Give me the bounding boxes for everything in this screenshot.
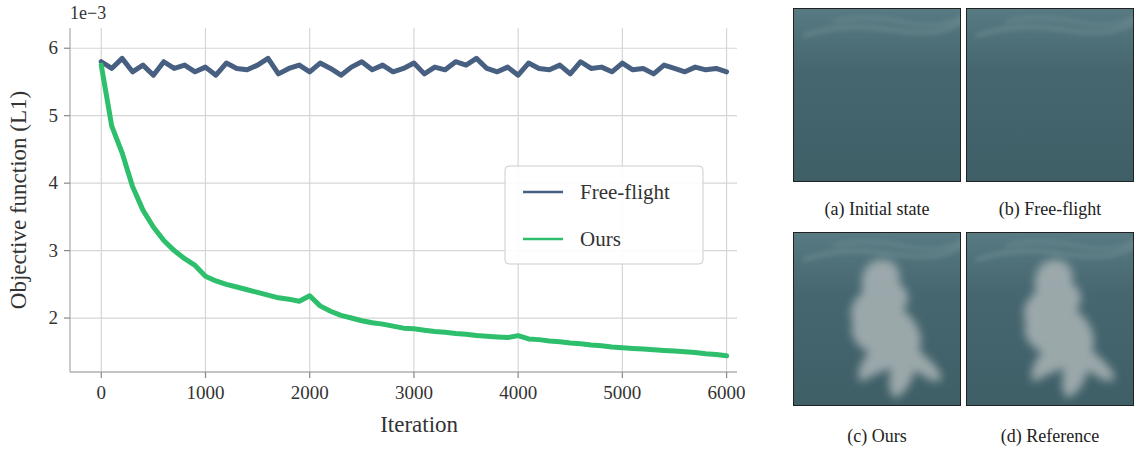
x-tick-label: 2000 (291, 382, 329, 403)
x-tick-label: 3000 (395, 382, 433, 403)
legend-box (505, 166, 703, 264)
y-axis-line (69, 28, 70, 372)
image-panel (793, 8, 963, 182)
image-panel (793, 232, 963, 406)
y-grid-line (70, 115, 737, 116)
axis-multiplier: 1e−3 (70, 3, 106, 23)
x-tick (518, 372, 519, 378)
panel-caption: (b) Free-flight (999, 199, 1101, 220)
series-line (101, 65, 726, 356)
x-tick (205, 372, 206, 378)
x-tick-label: 4000 (499, 382, 537, 403)
y-grid-line (70, 317, 737, 318)
y-tick-label: 4 (49, 172, 59, 193)
panel-caption: (d) Reference (1001, 426, 1099, 447)
panel-caption: (c) Ours (847, 426, 906, 447)
legend-label: Free-flight (580, 180, 670, 204)
y-tick-label: 6 (49, 37, 59, 58)
x-tick (726, 372, 727, 378)
figure: 0 1000 2000 3000 4000 5000 6000 2 3 4 5 6 Iteration O… (0, 0, 1136, 460)
series-line (101, 58, 726, 75)
legend: Free-flight Ours (505, 166, 703, 264)
image-background (966, 8, 1134, 182)
y-tick-label: 5 (49, 105, 59, 126)
x-grid-line (309, 28, 310, 372)
y-grid-line (70, 48, 737, 49)
y-tick (64, 183, 70, 184)
panel-caption: (a) Initial state (825, 199, 930, 220)
x-axis-title: Iteration (380, 412, 458, 437)
x-tick-label: 5000 (603, 382, 641, 403)
image-panel (966, 8, 1136, 182)
x-tick-label: 6000 (708, 382, 746, 403)
y-tick-label: 3 (49, 240, 59, 261)
legend-label: Ours (580, 227, 621, 251)
x-tick-label: 0 (97, 382, 107, 403)
x-grid-line (413, 28, 414, 372)
x-tick (622, 372, 623, 378)
y-axis-title: Objective function (L1) (6, 91, 31, 309)
image-panel (966, 232, 1136, 406)
image-frame (967, 9, 1134, 182)
y-tick (64, 250, 70, 251)
x-grid-line (205, 28, 206, 372)
x-tick (413, 372, 414, 378)
y-tick (64, 48, 70, 49)
x-tick-label: 1000 (186, 382, 224, 403)
image-background (793, 232, 961, 406)
image-background (793, 8, 961, 182)
y-tick-label: 2 (49, 307, 59, 328)
image-frame (794, 9, 961, 182)
legend-swatch (523, 238, 563, 241)
image-frame (794, 233, 961, 406)
x-axis-line (70, 371, 737, 372)
smoke-blob (851, 260, 941, 398)
image-frame (967, 233, 1134, 406)
grid (70, 28, 737, 372)
x-tick (101, 372, 102, 378)
y-tick (64, 115, 70, 116)
smoke-blob (1024, 260, 1114, 398)
x-tick (309, 372, 310, 378)
image-background (966, 232, 1134, 406)
lines (101, 58, 726, 355)
y-tick (64, 317, 70, 318)
x-grid-line (726, 28, 727, 372)
legend-swatch (523, 191, 563, 194)
